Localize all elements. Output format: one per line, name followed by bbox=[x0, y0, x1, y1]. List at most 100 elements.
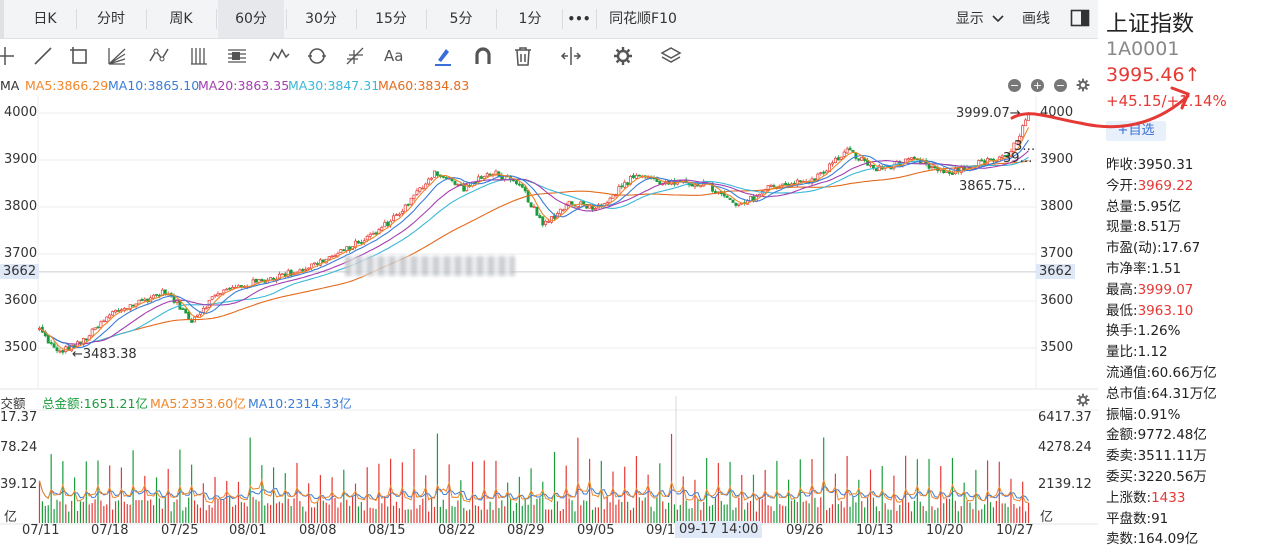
right-annotation-a: 3… bbox=[1014, 139, 1036, 154]
display-dropdown[interactable]: 显示 bbox=[948, 0, 1012, 38]
candle-body bbox=[594, 208, 597, 210]
stat-row: 金额:9772.48亿 bbox=[1106, 423, 1276, 444]
candle-body bbox=[400, 211, 404, 214]
text-tool-icon[interactable]: Aa bbox=[384, 47, 404, 65]
ma10-label: MA10:3865.10 bbox=[108, 78, 200, 93]
stat-row: 量比:1.12 bbox=[1106, 340, 1276, 361]
candle-body bbox=[822, 171, 826, 174]
candle-body bbox=[874, 168, 878, 172]
volume-tick-right: 6417.37 bbox=[1038, 410, 1092, 425]
crosshair-tool-icon[interactable] bbox=[0, 45, 16, 67]
fibonacci-tool-icon[interactable] bbox=[226, 45, 248, 67]
highlighter-tool-icon[interactable] bbox=[432, 45, 454, 67]
stat-row: 昨收:3950.31 bbox=[1106, 153, 1276, 174]
stat-key: 振幅: bbox=[1106, 406, 1138, 423]
draw-line-button[interactable]: 画线 bbox=[1022, 11, 1050, 27]
candle-body bbox=[114, 309, 117, 313]
zoom-out-icon[interactable]: − bbox=[1054, 79, 1067, 92]
period-tabs: 日K 分时 周K 60分 30分 15分 5分 1分 ••• 同花顺F10 显示… bbox=[0, 0, 1098, 39]
stat-value: 17.67 bbox=[1161, 240, 1201, 257]
candle-body bbox=[1015, 140, 1019, 145]
volume-ma5-line bbox=[39, 478, 1029, 504]
stat-value: 9772.48亿 bbox=[1137, 427, 1207, 444]
candle-body bbox=[520, 184, 524, 188]
candle-body bbox=[111, 311, 115, 316]
candle-body bbox=[316, 263, 319, 265]
line-tool-icon[interactable] bbox=[32, 45, 54, 67]
tab-30min[interactable]: 30分 bbox=[305, 11, 337, 27]
date-tick: 10/13 bbox=[856, 523, 894, 538]
right-annotation-b: 39… bbox=[1003, 151, 1033, 166]
stat-key: 金额: bbox=[1106, 427, 1138, 444]
layers-icon[interactable] bbox=[660, 45, 682, 67]
pitchfork-tool-icon[interactable] bbox=[344, 45, 366, 67]
candle-body bbox=[427, 178, 431, 185]
stat-row: 总量:5.95亿 bbox=[1106, 195, 1276, 216]
candle-body bbox=[397, 213, 401, 216]
channel-tool-icon[interactable] bbox=[188, 45, 210, 67]
candle-body bbox=[286, 270, 290, 277]
candle-body bbox=[772, 185, 776, 187]
zoom-in-icon[interactable]: + bbox=[1031, 79, 1044, 92]
candlestick-chart[interactable] bbox=[0, 96, 1098, 548]
candle-body bbox=[989, 158, 992, 161]
candle-body bbox=[860, 157, 864, 161]
magnet-icon[interactable] bbox=[472, 45, 494, 67]
candle-body bbox=[84, 338, 88, 341]
stat-key: 总量: bbox=[1106, 198, 1138, 215]
candle-body bbox=[289, 269, 293, 276]
stat-key: 委卖: bbox=[1106, 448, 1138, 465]
candle-body bbox=[1024, 119, 1028, 127]
gear-icon[interactable] bbox=[612, 45, 634, 67]
candle-body bbox=[298, 269, 302, 273]
volume-unit-right: 亿 bbox=[1040, 510, 1054, 525]
candle-body bbox=[857, 158, 861, 161]
candle-body bbox=[1012, 142, 1016, 152]
tab-60min[interactable]: 60分 bbox=[218, 0, 284, 38]
candle-body bbox=[541, 216, 545, 226]
tab-time-sharing[interactable]: 分时 bbox=[97, 11, 125, 27]
candle-body bbox=[143, 298, 147, 301]
stat-value: 60.66万亿 bbox=[1151, 364, 1217, 381]
chart-settings-icon[interactable] bbox=[1076, 78, 1090, 92]
tab-day-k[interactable]: 日K bbox=[33, 11, 57, 27]
candle-body bbox=[210, 296, 214, 300]
stat-row: 委卖:3511.11万 bbox=[1106, 444, 1276, 465]
trash-icon[interactable] bbox=[512, 45, 534, 67]
more-tabs-button[interactable]: ••• bbox=[567, 12, 591, 26]
candle-body bbox=[951, 172, 954, 175]
candle-body bbox=[839, 156, 843, 160]
split-view-icon[interactable] bbox=[560, 45, 582, 67]
candle-body bbox=[310, 263, 314, 269]
candle-body bbox=[330, 255, 334, 258]
stat-key: 今开: bbox=[1106, 177, 1138, 194]
fan-tool-icon[interactable] bbox=[106, 45, 128, 67]
tab-f10[interactable]: 同花顺F10 bbox=[609, 11, 677, 27]
candle-body bbox=[392, 215, 395, 221]
stat-row: 换手:1.26% bbox=[1106, 319, 1276, 340]
tab-15min[interactable]: 15分 bbox=[375, 11, 407, 27]
date-tick: 07/11 bbox=[22, 523, 60, 538]
candle-body bbox=[359, 242, 363, 244]
candle-body bbox=[61, 350, 65, 353]
wave-tool-icon[interactable] bbox=[148, 45, 170, 67]
candle-body bbox=[301, 269, 305, 272]
candle-body bbox=[1000, 155, 1004, 158]
tab-week-k[interactable]: 周K bbox=[169, 11, 193, 27]
polyline-tool-icon[interactable] bbox=[268, 45, 290, 67]
cycle-tool-icon[interactable] bbox=[306, 45, 328, 67]
candle-body bbox=[538, 215, 542, 218]
ma-legend: MA MA5:3866.29 MA10:3865.10 MA20:3863.35… bbox=[0, 74, 1098, 96]
volume-settings-icon[interactable] bbox=[1076, 393, 1090, 407]
tab-1min[interactable]: 1分 bbox=[518, 11, 542, 27]
stat-value: 1433 bbox=[1151, 489, 1186, 506]
tab-5min[interactable]: 5分 bbox=[449, 11, 473, 27]
panel-toggle-icon[interactable] bbox=[1070, 8, 1090, 28]
rectangle-tool-icon[interactable] bbox=[68, 45, 90, 67]
candle-body bbox=[819, 172, 823, 174]
collapse-icon[interactable]: − bbox=[1008, 79, 1021, 92]
tab-separator bbox=[596, 9, 597, 29]
stat-value: 3969.22 bbox=[1137, 177, 1194, 194]
candle-body bbox=[196, 314, 199, 317]
candle-body bbox=[553, 215, 556, 219]
